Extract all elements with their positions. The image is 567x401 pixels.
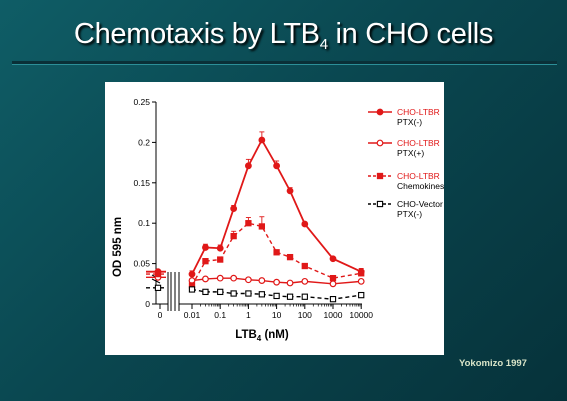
x-tick-label: 10000: [349, 310, 373, 320]
data-point: [286, 279, 294, 287]
data-point: [244, 276, 252, 284]
slide-title-subscript: 4: [319, 36, 328, 53]
slide-title: Chemotaxis by LTB4 in CHO cells: [0, 18, 567, 53]
data-point: [329, 255, 337, 263]
data-point: [258, 223, 266, 230]
x-tick-label: 0: [158, 310, 163, 320]
y-tick-label: 0.1: [138, 218, 150, 228]
data-point: [202, 258, 209, 265]
legend-sublabel: PTX(-): [397, 117, 422, 127]
citation-credit: Yokomizo 1997: [459, 358, 527, 369]
data-point: [301, 220, 309, 228]
y-axis-break: [151, 278, 161, 284]
data-point: [329, 274, 337, 282]
legend: CHO-LTBRPTX(-)CHO-LTBRPTX(+)CHO-LTBRChem…: [368, 107, 444, 219]
legend-label: CHO-LTBR: [397, 138, 440, 148]
legend-sublabel: PTX(-): [397, 209, 422, 219]
data-point-zero-dose: [154, 270, 162, 278]
data-point: [301, 262, 308, 270]
data-point-zero-dose: [154, 284, 162, 291]
legend-marker: [376, 200, 384, 208]
legend-marker: [376, 172, 384, 180]
axes: 0 0.05 0.1 0.15 0.2 0.25 0 0.01 0.1 1 10 100 1000 100…: [133, 97, 373, 320]
data-point: [357, 277, 365, 285]
data-point: [329, 296, 337, 303]
data-point: [230, 205, 238, 213]
y-tick-label: 0.2: [138, 137, 150, 147]
x-tick-label: 1: [246, 310, 251, 320]
data-point: [329, 280, 337, 288]
data-point: [273, 162, 281, 170]
data-point: [202, 275, 209, 283]
x-tick-label: 100: [298, 310, 312, 320]
data-point: [230, 232, 237, 240]
data-point: [286, 187, 294, 195]
data-point: [217, 288, 224, 296]
data-point: [188, 286, 196, 293]
legend-marker: [376, 139, 384, 147]
data-point: [273, 249, 280, 256]
x-tick-label: 0.01: [184, 310, 201, 320]
x-axis-label-rest: (nM): [261, 329, 289, 341]
data-point: [244, 162, 252, 170]
title-divider: [12, 61, 557, 65]
series-1: [146, 131, 365, 278]
legend-sublabel: Chemokinesis: [397, 181, 444, 191]
data-point: [202, 244, 209, 251]
data-point: [216, 274, 224, 282]
slide-title-main: Chemotaxis by LTB: [73, 18, 320, 50]
chart-panel: 0 0.05 0.1 0.15 0.2 0.25 0 0.01 0.1 1 10 100 1000 100…: [105, 82, 444, 355]
data-point: [230, 274, 238, 282]
data-point: [230, 290, 237, 297]
data-point: [216, 244, 224, 252]
data-point: [217, 256, 224, 263]
data-point: [258, 291, 266, 298]
data-point: [245, 290, 252, 297]
data-point: [358, 270, 365, 277]
series-4: [146, 284, 365, 303]
legend-label: CHO-LTBR: [397, 107, 440, 117]
data-point: [273, 278, 281, 286]
data-point: [358, 291, 365, 299]
x-axis-label-subscript: 4: [257, 334, 262, 343]
series-line: [191, 222, 362, 286]
x-tick-label: 10: [272, 310, 282, 320]
data-point: [286, 253, 294, 261]
data-point: [286, 293, 294, 300]
chemotaxis-chart: 0 0.05 0.1 0.15 0.2 0.25 0 0.01 0.1 1 10 100 1000 100…: [112, 97, 444, 343]
y-tick-label: 0.05: [133, 259, 150, 269]
plot-area: [146, 131, 365, 303]
data-point: [301, 293, 308, 300]
x-tick-label: 1000: [324, 310, 343, 320]
y-tick-label: 0: [145, 299, 150, 309]
legend-marker: [376, 108, 384, 116]
y-axis-label: OD 595 nm: [112, 217, 124, 277]
data-point: [245, 220, 252, 227]
legend-label: CHO-LTBR: [397, 171, 440, 181]
y-tick-label: 0.15: [133, 178, 150, 188]
legend-label: CHO-Vector: [397, 199, 443, 209]
data-point: [202, 288, 209, 296]
x-tick-label: 0.1: [214, 310, 226, 320]
x-axis-label-main: LTB: [235, 329, 257, 341]
series-3: [146, 216, 365, 289]
x-axis-label: LTB4 (nM): [235, 329, 289, 343]
y-tick-label: 0.25: [133, 97, 150, 107]
data-point: [273, 292, 280, 300]
data-point: [258, 277, 266, 284]
data-point: [301, 277, 309, 285]
data-point: [188, 270, 196, 278]
slide-title-rest: in CHO cells: [327, 18, 494, 50]
legend-entry-3: CHO-LTBRChemokinesis: [368, 171, 444, 191]
data-point: [258, 136, 266, 144]
legend-sublabel: PTX(+): [397, 148, 424, 158]
